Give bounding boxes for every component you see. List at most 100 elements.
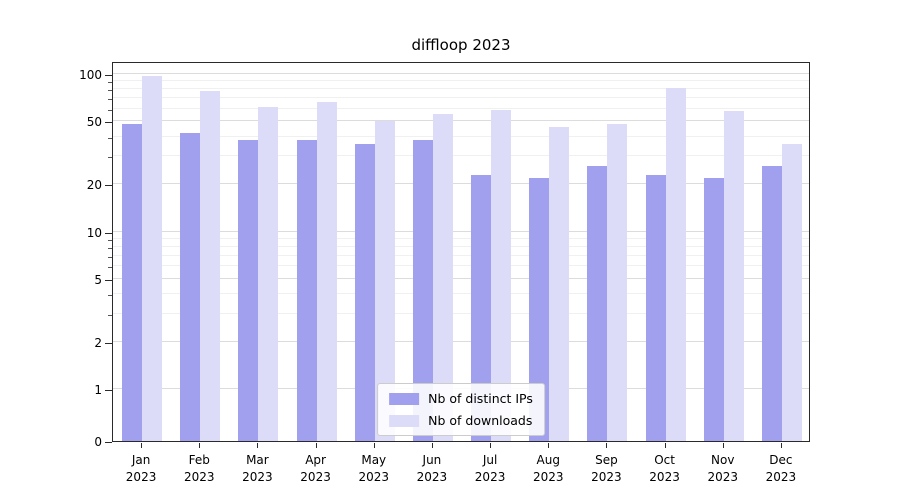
bar-distinct-ips (645, 174, 666, 441)
bars-layer (113, 63, 809, 441)
bar-distinct-ips (180, 133, 201, 441)
y-minor-tick-mark (108, 109, 112, 111)
x-tick-mark (141, 443, 143, 448)
minor-gridline (113, 245, 809, 247)
legend-label-distinct-ips: Nb of distinct IPs (428, 391, 533, 406)
x-tick-label-year: 2023 (183, 470, 215, 484)
bar-downloads (316, 102, 337, 441)
minor-gridline (113, 135, 809, 137)
legend-item-distinct-ips: Nb of distinct IPs (389, 391, 533, 406)
bar-distinct-ips (412, 140, 433, 441)
minor-gridline (113, 265, 809, 267)
bar-downloads (607, 124, 628, 441)
x-tick-label: Feb 2023 (167, 452, 231, 486)
y-minor-tick-mark (108, 256, 112, 258)
x-tick-label-year: 2023 (416, 470, 448, 484)
x-tick-label-month: Sep (595, 453, 618, 467)
y-minor-tick-mark (108, 82, 112, 84)
y-tick-mark (105, 75, 112, 76)
major-gridline (113, 277, 809, 279)
y-minor-tick-mark (108, 267, 112, 269)
bar-distinct-ips (529, 177, 550, 441)
x-tick-label: May 2023 (342, 452, 406, 486)
bar-downloads (374, 121, 395, 441)
x-tick-label: Oct 2023 (633, 452, 697, 486)
minor-gridline (113, 107, 809, 109)
x-tick-label: Jan 2023 (109, 452, 173, 486)
legend-item-downloads: Nb of downloads (389, 413, 533, 428)
bar-downloads (549, 127, 570, 441)
y-minor-tick-mark (108, 239, 112, 241)
x-tick-label-year: 2023 (125, 470, 157, 484)
x-tick-label-month: Jan (131, 453, 151, 467)
minor-gridline (113, 80, 809, 82)
x-tick-mark (780, 443, 782, 448)
x-tick-mark (490, 443, 492, 448)
bar-distinct-ips (703, 177, 724, 441)
x-tick-label-month: Jul (482, 453, 498, 467)
x-tick-label: Jul 2023 (458, 452, 522, 486)
x-tick-label-year: 2023 (707, 470, 739, 484)
y-minor-tick-mark (108, 247, 112, 249)
x-tick-label: Aug 2023 (516, 452, 580, 486)
minor-gridline (113, 254, 809, 256)
y-minor-tick-mark (108, 99, 112, 101)
y-tick-mark (105, 122, 112, 124)
x-tick-label-month: Dec (769, 453, 793, 467)
legend: Nb of distinct IPs Nb of downloads (377, 383, 545, 436)
x-tick-label-month: Apr (305, 453, 326, 467)
x-tick-label-year: 2023 (474, 470, 506, 484)
x-tick-mark (315, 443, 317, 448)
bar-distinct-ips (354, 143, 375, 441)
x-tick-label-year: 2023 (532, 470, 564, 484)
x-tick-label-month: Feb (188, 453, 210, 467)
bar-distinct-ips (238, 140, 259, 441)
y-minor-tick-mark (108, 90, 112, 92)
y-minor-tick-mark (108, 295, 112, 297)
bar-downloads (258, 106, 279, 441)
bar-downloads (142, 76, 163, 441)
x-tick-mark (199, 443, 201, 448)
major-gridline (113, 120, 809, 122)
y-tick-label: 50 (86, 115, 102, 130)
minor-gridline (113, 88, 809, 90)
x-tick-label-year: 2023 (765, 470, 797, 484)
x-tick-label-month: Jun (422, 453, 442, 467)
y-minor-tick-mark (108, 137, 112, 139)
plot-area: Nb of distinct IPs Nb of downloads (112, 62, 810, 442)
minor-gridline (113, 155, 809, 157)
y-tick-label: 1 (94, 383, 102, 397)
y-tick-label: 0 (94, 435, 102, 449)
y-tick-label: 10 (86, 225, 102, 240)
x-tick-label-year: 2023 (300, 470, 331, 484)
legend-swatch-distinct-ips (389, 392, 420, 405)
y-tick-label: 100 (79, 68, 102, 82)
y-tick-label: 20 (86, 178, 102, 193)
major-gridline (113, 183, 809, 185)
bar-distinct-ips (296, 140, 317, 441)
bar-distinct-ips (122, 124, 143, 441)
major-gridline (113, 73, 809, 74)
x-tick-label-month: Nov (711, 453, 735, 467)
major-gridline (113, 340, 809, 342)
x-tick-label-month: Oct (654, 453, 675, 467)
x-tick-label: Nov 2023 (691, 452, 755, 486)
y-tick-mark (105, 232, 112, 234)
x-tick-mark (257, 443, 259, 448)
major-gridline (113, 230, 809, 232)
minor-gridline (113, 312, 809, 314)
x-tick-label: Mar 2023 (225, 452, 289, 486)
x-tick-label-year: 2023 (242, 470, 273, 484)
x-tick-label-month: May (361, 453, 387, 467)
x-tick-label-month: Mar (246, 453, 269, 467)
x-tick-label: Sep 2023 (574, 452, 638, 486)
y-tick-mark (105, 442, 112, 443)
x-tick-label: Apr 2023 (284, 452, 348, 486)
x-tick-label-month: Aug (536, 453, 560, 467)
x-tick-mark (548, 443, 550, 448)
y-tick-label: 2 (94, 335, 102, 350)
bar-downloads (432, 113, 453, 441)
bar-distinct-ips (471, 174, 492, 441)
x-tick-label: Jun 2023 (400, 452, 464, 486)
